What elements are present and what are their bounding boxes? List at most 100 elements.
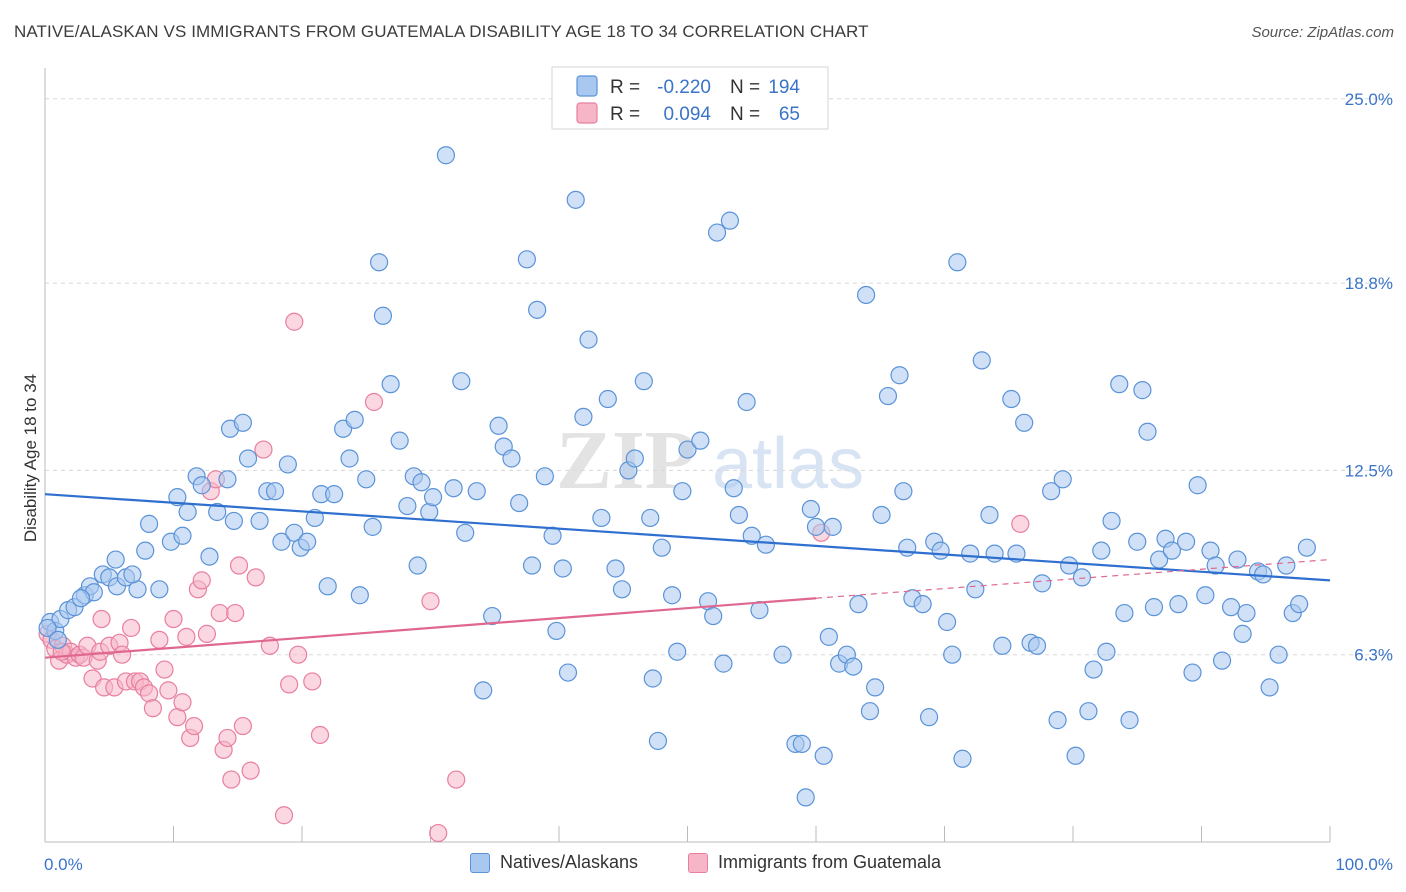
natives-point-160 bbox=[1115, 603, 1134, 623]
natives-point-105 bbox=[756, 535, 775, 554]
natives-point-37 bbox=[305, 508, 324, 528]
natives-point-133 bbox=[943, 645, 962, 664]
guatemala-point-38 bbox=[197, 624, 217, 643]
watermark: ZIP atlas bbox=[556, 414, 864, 507]
natives-point-143 bbox=[1007, 544, 1026, 563]
natives-point-46 bbox=[363, 517, 382, 536]
natives-point-90 bbox=[662, 586, 682, 605]
natives-point-76 bbox=[566, 190, 585, 209]
y-axis-label: Disability Age 18 to 34 bbox=[21, 374, 40, 542]
natives-point-20 bbox=[178, 502, 197, 522]
natives-point-88 bbox=[648, 731, 668, 751]
series-natives-alaskans bbox=[38, 146, 1316, 807]
natives-point-123 bbox=[878, 386, 898, 406]
natives-point-178 bbox=[1228, 550, 1247, 569]
x-tick-label-0: 0.0% bbox=[44, 855, 83, 874]
guatemala-point-55 bbox=[289, 645, 308, 664]
natives-point-64 bbox=[489, 416, 508, 435]
natives-point-28 bbox=[238, 449, 258, 468]
guatemala-point-21 bbox=[121, 618, 141, 638]
natives-point-44 bbox=[350, 586, 369, 605]
natives-point-48 bbox=[373, 306, 393, 325]
natives-point-187 bbox=[1290, 595, 1309, 614]
guatemala-point-50 bbox=[254, 440, 273, 459]
guatemala-point-61 bbox=[447, 770, 466, 789]
natives-point-172 bbox=[1188, 476, 1207, 495]
tick-labels: 6.3% 12.5% 18.8% 25.0% 0.0% 100.0% bbox=[44, 90, 1393, 874]
natives-point-165 bbox=[1144, 598, 1164, 617]
guatemala-point-58 bbox=[364, 392, 384, 412]
natives-point-119 bbox=[857, 285, 876, 305]
natives-point-79 bbox=[592, 508, 611, 528]
natives-point-69 bbox=[522, 556, 542, 575]
natives-point-188 bbox=[1297, 538, 1316, 557]
guatemala-point-35 bbox=[184, 716, 204, 736]
natives-point-117 bbox=[844, 657, 863, 676]
natives-point-24 bbox=[218, 470, 237, 489]
guatemala-point-54 bbox=[285, 312, 304, 331]
natives-point-62 bbox=[474, 681, 493, 700]
natives-point-103 bbox=[742, 526, 761, 545]
natives-point-40 bbox=[325, 485, 344, 504]
natives-point-131 bbox=[931, 541, 950, 560]
natives-point-66 bbox=[502, 449, 521, 468]
natives-point-61 bbox=[467, 482, 486, 501]
natives-point-74 bbox=[553, 559, 572, 578]
guatemala-point-37 bbox=[192, 571, 211, 590]
natives-point-191 bbox=[71, 589, 91, 608]
natives-point-151 bbox=[1060, 556, 1079, 575]
natives-point-45 bbox=[357, 470, 376, 489]
trend-lines bbox=[44, 493, 1331, 659]
chart-source: Source: ZipAtlas.com bbox=[1251, 24, 1394, 41]
natives-point-128 bbox=[913, 595, 932, 614]
legend-item-natives[interactable]: Natives/Alaskans bbox=[470, 852, 638, 873]
natives-point-42 bbox=[340, 449, 359, 468]
natives-point-73 bbox=[547, 621, 566, 641]
natives-point-135 bbox=[953, 749, 972, 768]
natives-point-114 bbox=[823, 517, 842, 536]
natives-point-193 bbox=[192, 476, 211, 495]
y-tick-label-3: 25.0% bbox=[1345, 90, 1393, 109]
stats-r-label-1: R = bbox=[610, 77, 640, 98]
guatemala-point-48 bbox=[241, 761, 260, 780]
natives-point-148 bbox=[1042, 482, 1061, 501]
natives-point-51 bbox=[398, 496, 417, 516]
natives-point-192 bbox=[123, 565, 142, 584]
natives-point-99 bbox=[720, 211, 740, 230]
stats-r-value-2: 0.094 bbox=[663, 104, 711, 125]
stats-swatch-blue bbox=[576, 75, 598, 97]
guatemala-point-19 bbox=[112, 645, 132, 664]
natives-point-104 bbox=[750, 601, 769, 620]
guatemala-point-29 bbox=[159, 681, 178, 700]
natives-point-55 bbox=[420, 502, 439, 522]
natives-point-161 bbox=[1120, 711, 1139, 730]
natives-point-32 bbox=[272, 532, 291, 551]
natives-point-33 bbox=[278, 455, 297, 474]
natives-point-102 bbox=[737, 392, 756, 412]
guatemala-point-53 bbox=[280, 675, 299, 694]
natives-point-159 bbox=[1110, 375, 1129, 394]
guatemala-point-62 bbox=[1011, 514, 1030, 533]
natives-point-112 bbox=[814, 746, 833, 765]
stats-n-label-2: N = bbox=[730, 104, 760, 125]
natives-point-18 bbox=[168, 488, 187, 507]
natives-point-110 bbox=[801, 499, 820, 519]
natives-point-150 bbox=[1053, 470, 1072, 489]
natives-point-134 bbox=[948, 253, 967, 272]
natives-point-47 bbox=[370, 253, 389, 272]
natives-point-113 bbox=[819, 627, 838, 646]
natives-point-14 bbox=[136, 541, 155, 560]
natives-point-59 bbox=[452, 372, 471, 391]
guatemala-point-44 bbox=[222, 770, 241, 789]
natives-point-50 bbox=[390, 431, 409, 450]
trend-line-natives bbox=[44, 493, 1331, 582]
natives-point-177 bbox=[1221, 598, 1241, 617]
legend-item-guatemala[interactable]: Immigrants from Guatemala bbox=[688, 852, 941, 873]
natives-point-101 bbox=[729, 505, 749, 525]
x-tick-label-1: 100.0% bbox=[1335, 855, 1393, 874]
natives-point-81 bbox=[606, 559, 625, 578]
natives-point-118 bbox=[849, 595, 868, 614]
natives-point-27 bbox=[233, 413, 252, 432]
natives-point-170 bbox=[1176, 532, 1196, 551]
guatemala-point-56 bbox=[303, 672, 322, 691]
